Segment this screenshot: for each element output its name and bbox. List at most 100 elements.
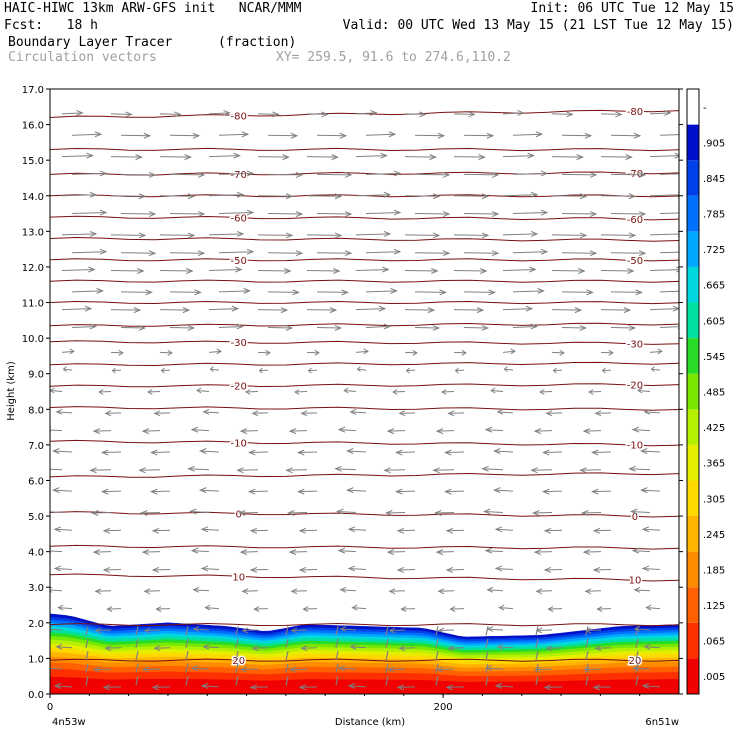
wind-vector	[512, 251, 548, 254]
wind-vector	[561, 173, 597, 176]
wind-vector	[240, 551, 259, 553]
colorbar-swatch	[687, 409, 699, 445]
wind-vector-head	[148, 171, 157, 178]
wind-vector-head	[427, 307, 436, 314]
wind-vector	[387, 668, 406, 671]
wind-vector-head	[486, 586, 494, 593]
wind-vector-head	[53, 526, 62, 533]
wind-vector-head	[102, 566, 111, 573]
wind-vector-head	[533, 428, 542, 435]
wind-vector-surface	[485, 626, 489, 636]
wind-vector-head	[248, 488, 256, 495]
wind-vector-head	[643, 643, 651, 650]
wind-vector-surface	[435, 663, 439, 673]
wind-vector	[600, 351, 613, 354]
wind-vector	[152, 568, 171, 571]
wind-vector	[502, 308, 532, 311]
wind-vector	[102, 451, 122, 453]
wind-vector	[257, 351, 270, 354]
y-tick-label: 5.0	[28, 512, 44, 523]
colorbar-label: .665	[703, 281, 725, 292]
wind-vector-head	[588, 389, 594, 395]
wind-vector	[301, 647, 318, 649]
wind-vector	[257, 113, 279, 115]
wind-vector-head	[491, 171, 500, 178]
wind-vector	[50, 589, 63, 592]
wind-vector	[110, 351, 123, 354]
wind-vector	[348, 528, 367, 531]
wind-vector	[61, 308, 91, 311]
wind-vector	[267, 213, 303, 215]
y-tick-label: 6.0	[28, 476, 44, 487]
y-tick-label: 17.0	[22, 85, 44, 96]
wind-vector	[649, 269, 679, 271]
colorbar-swatch	[687, 622, 699, 659]
wind-vector-head	[344, 250, 353, 257]
wind-vector	[389, 590, 406, 592]
wind-vector-head	[209, 366, 214, 373]
wind-vector	[352, 607, 367, 610]
contour-label: -20	[627, 381, 643, 392]
wind-vector-surface	[185, 626, 189, 636]
wind-vector-head	[532, 510, 540, 516]
wind-vector-head	[592, 684, 601, 691]
wind-vector-head	[586, 289, 594, 296]
wind-vector	[139, 469, 161, 471]
colorbar-frame	[686, 88, 700, 695]
wind-vector-head	[530, 230, 539, 237]
wind-vector-head	[89, 323, 98, 330]
wind-vector-head	[641, 565, 650, 572]
wind-vector-head	[236, 323, 245, 330]
wind-vector-head	[396, 684, 405, 691]
wind-vector	[120, 291, 152, 293]
wind-vector-head	[437, 588, 445, 595]
wind-vector-head	[533, 549, 542, 556]
wind-vector-head	[118, 349, 124, 356]
wind-vector-head	[102, 684, 111, 691]
wind-vector-head	[533, 666, 542, 673]
wind-vector-head	[334, 232, 343, 239]
wind-vector-head	[650, 366, 655, 373]
wind-vector	[445, 490, 465, 493]
wind-vector	[210, 368, 220, 371]
wind-vector-head	[138, 324, 147, 331]
wind-vector	[534, 668, 553, 671]
wind-vector-head	[150, 488, 158, 495]
colorbar-swatch	[687, 587, 699, 623]
wind-vector	[191, 667, 210, 670]
wind-vector	[169, 291, 201, 293]
wind-vector	[553, 369, 563, 372]
wind-vector-head	[235, 266, 243, 273]
wind-vector	[303, 608, 318, 610]
wind-vector-head	[101, 488, 109, 495]
wind-vector-surface	[185, 675, 189, 686]
wind-vector-head	[378, 305, 387, 312]
wind-vector	[485, 429, 504, 432]
y-tick-label: 9.0	[28, 370, 44, 381]
wind-vector-head	[297, 449, 305, 456]
wind-vector-surface	[335, 675, 339, 686]
wind-vector	[105, 412, 122, 414]
wind-vector-head	[559, 349, 565, 356]
wind-vector-head	[493, 487, 501, 494]
wind-vector-head	[133, 307, 142, 314]
wind-vector-surface	[635, 663, 639, 673]
wind-vector	[120, 252, 156, 254]
x-tick-label: 0	[47, 702, 53, 713]
wind-vector	[610, 291, 642, 293]
wind-vector-head	[89, 191, 98, 198]
wind-vector-head	[239, 666, 248, 673]
wind-vector-head	[592, 566, 601, 573]
wind-vector-head	[92, 549, 101, 556]
wind-vector	[239, 512, 259, 514]
wind-vector-head	[251, 410, 259, 417]
wind-vector-head	[223, 109, 231, 116]
wind-vector-surface	[535, 638, 539, 648]
wind-vector-head	[491, 211, 500, 218]
wind-vector	[61, 233, 97, 236]
wind-vector	[397, 568, 416, 571]
wind-vector	[485, 667, 504, 670]
wind-vector-head	[290, 132, 299, 139]
wind-vector-head	[349, 643, 357, 650]
wind-vector	[201, 685, 220, 688]
